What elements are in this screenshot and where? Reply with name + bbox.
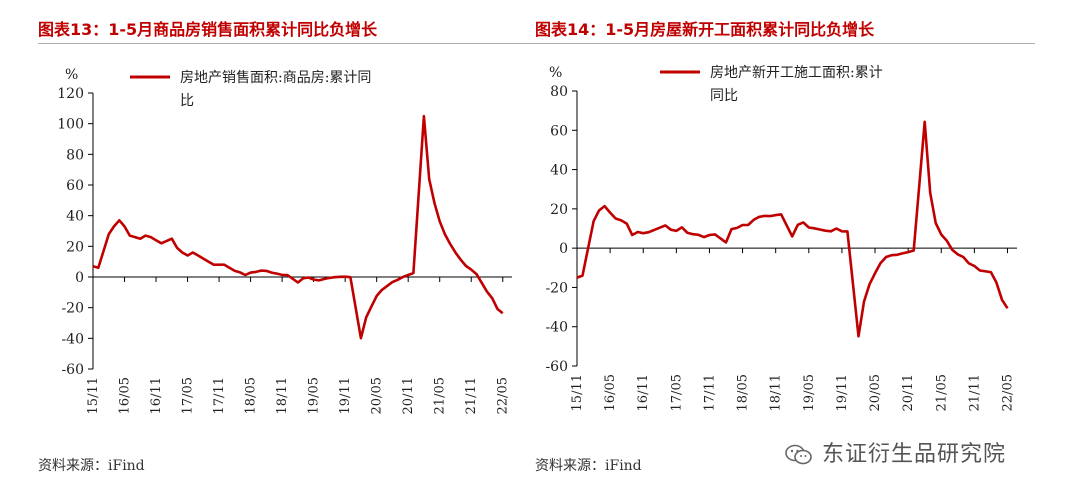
- y-tick-label: 0: [75, 270, 84, 286]
- source-note: 资料来源：iFind: [535, 458, 642, 474]
- x-tick-label: 19/11: [338, 377, 353, 414]
- source-note: 资料来源：iFind: [38, 458, 145, 474]
- x-tick-label: 19/11: [835, 374, 850, 411]
- y-tick-label: 20: [550, 202, 568, 218]
- chart-title: 图表14：1-5月房屋新开工面积累计同比负增长: [535, 20, 875, 39]
- chart-title: 图表13：1-5月商品房销售面积累计同比负增长: [38, 20, 378, 39]
- y-tick-label: -40: [545, 320, 568, 336]
- x-tick-label: 21/11: [464, 377, 479, 414]
- y-unit-label: %: [549, 65, 562, 81]
- x-tick-label: 18/05: [736, 374, 751, 411]
- x-tick-label: 15/11: [570, 374, 585, 411]
- x-tick-label: 15/11: [86, 377, 101, 414]
- y-tick-label: 20: [66, 239, 84, 255]
- x-tick-label: 20/11: [901, 374, 916, 411]
- x-tick-label: 20/11: [401, 377, 416, 414]
- y-tick-label: -20: [545, 280, 568, 296]
- series-line: [576, 120, 1009, 338]
- x-tick-label: 16/11: [149, 377, 164, 414]
- series-line: [92, 114, 504, 340]
- x-tick-label: 17/05: [669, 374, 684, 411]
- y-tick-label: 100: [57, 117, 84, 133]
- legend-label: 房地产新开工施工面积:累计: [710, 65, 883, 81]
- y-tick-label: -20: [61, 301, 84, 317]
- y-tick-label: 40: [66, 209, 84, 225]
- y-tick-label: 80: [66, 147, 84, 163]
- x-tick-label: 16/05: [603, 374, 618, 411]
- x-tick-label: 20/05: [868, 374, 883, 411]
- y-unit-label: %: [65, 67, 78, 83]
- wechat-icon: [784, 443, 814, 467]
- y-tick-label: 40: [550, 163, 568, 179]
- watermark-text: 东证衍生品研究院: [822, 442, 1007, 467]
- title-divider: [535, 43, 1035, 44]
- x-tick-label: 19/05: [307, 377, 322, 414]
- line-chart: -60 -40 -20 0 20 40 60 80% 15/11 16/05 16/11 17/05 1…: [545, 65, 1017, 411]
- legend-label: 同比: [710, 88, 738, 104]
- x-tick-label: 18/11: [275, 377, 290, 414]
- x-tick-label: 17/11: [212, 377, 227, 414]
- x-tick-label: 20/05: [370, 377, 385, 414]
- y-tick-label: -40: [61, 331, 84, 347]
- x-tick-label: 19/05: [802, 374, 817, 411]
- line-chart: -60 -40 -20 0 20 40 60 80 100 120% 15/11 16/05 16/11…: [57, 67, 512, 414]
- title-divider: [38, 43, 538, 44]
- y-tick-label: -60: [545, 359, 568, 375]
- y-tick-label: 120: [57, 86, 84, 102]
- x-tick-label: 17/05: [181, 377, 196, 414]
- y-tick-label: -60: [61, 362, 84, 378]
- x-tick-label: 17/11: [702, 374, 717, 411]
- x-tick-label: 21/05: [934, 374, 949, 411]
- x-tick-label: 16/05: [118, 377, 133, 414]
- x-tick-label: 21/05: [433, 377, 448, 414]
- x-tick-label: 22/05: [1000, 374, 1015, 411]
- legend-label: 房地产销售面积:商品房:累计同: [180, 70, 371, 86]
- y-tick-label: 80: [550, 84, 568, 100]
- chart-panel-13: 图表13：1-5月商品房销售面积累计同比负增长 -60 -40 -20 0 20 40 60…: [38, 0, 558, 501]
- x-tick-label: 22/05: [496, 377, 511, 414]
- x-tick-label: 18/11: [769, 374, 784, 411]
- legend-label: 比: [180, 93, 194, 109]
- y-tick-label: 60: [66, 178, 84, 194]
- watermark: 东证衍生品研究院: [784, 436, 1006, 468]
- x-tick-label: 16/11: [636, 374, 651, 411]
- chart-panel-14: 图表14：1-5月房屋新开工面积累计同比负增长 -60 -40 -20 0 20 40 60…: [535, 0, 1055, 501]
- y-tick-label: 0: [559, 241, 568, 257]
- x-tick-label: 18/05: [244, 377, 259, 414]
- x-tick-label: 21/11: [967, 374, 982, 411]
- y-tick-label: 60: [550, 123, 568, 139]
